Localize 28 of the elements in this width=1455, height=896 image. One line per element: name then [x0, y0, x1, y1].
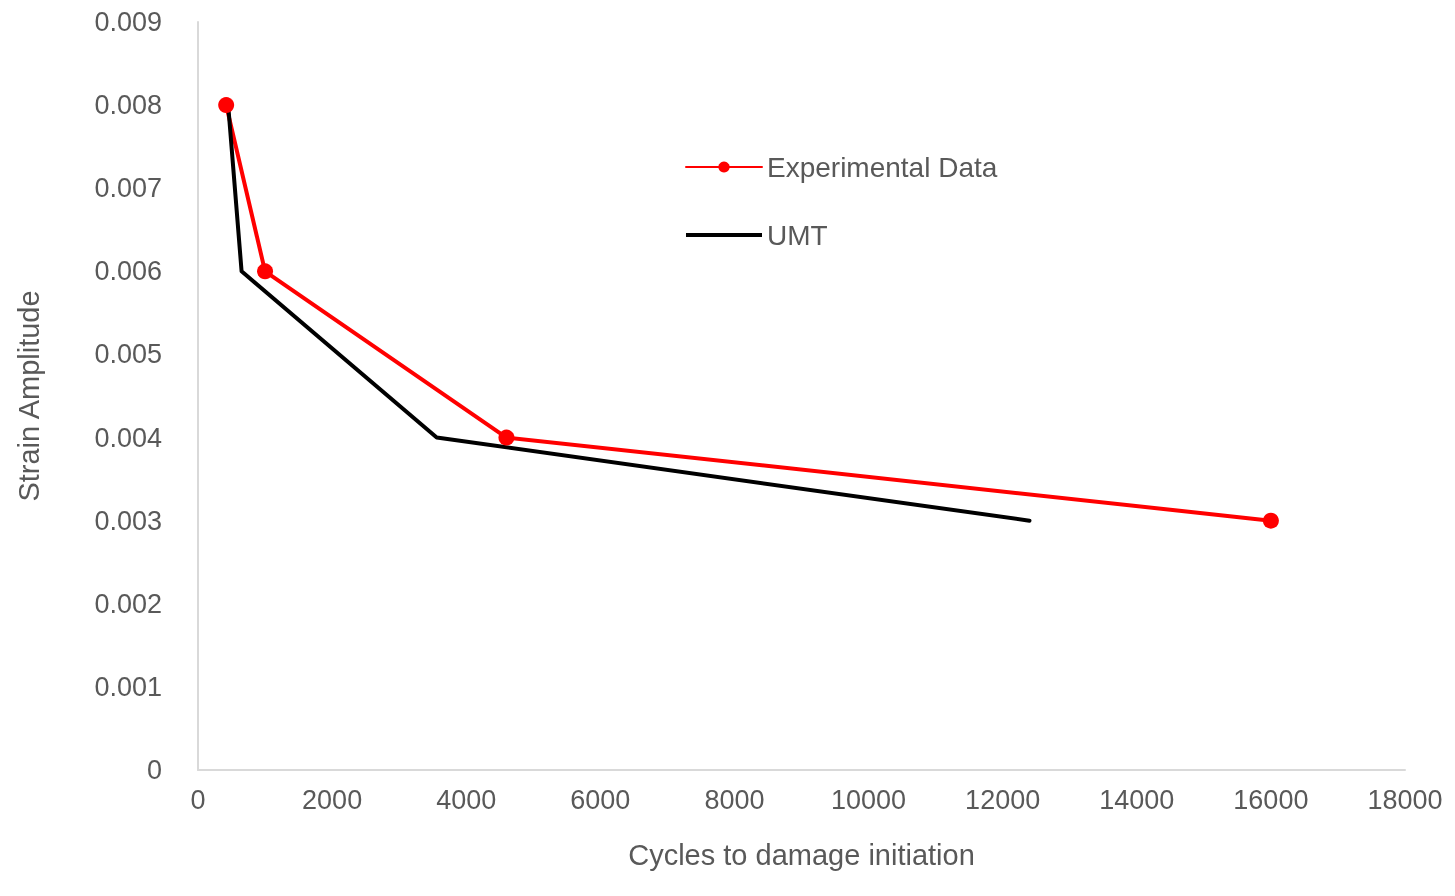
- legend-label: UMT: [767, 219, 828, 251]
- x-tick-label: 4000: [436, 784, 497, 815]
- y-tick-label: 0.004: [94, 422, 162, 453]
- y-tick-label: 0.007: [94, 173, 162, 204]
- x-axis-title: Cycles to damage initiation: [628, 838, 975, 871]
- y-tick-label: 0.009: [94, 7, 162, 37]
- y-tick-label: 0.003: [94, 505, 162, 536]
- x-tick-label: 12000: [965, 784, 1041, 815]
- y-tick-label: 0.005: [94, 339, 162, 370]
- y-tick-label: 0.006: [94, 256, 162, 287]
- point: [218, 97, 235, 114]
- y-tick-label: 0.001: [94, 671, 162, 702]
- x-tick-label: 2000: [302, 784, 363, 815]
- point: [1262, 512, 1279, 529]
- x-tick-label: 16000: [1233, 784, 1309, 815]
- y-tick-label: 0.008: [94, 90, 162, 121]
- y-tick-label: 0: [146, 755, 162, 785]
- x-tick-label: 18000: [1367, 784, 1443, 815]
- legend-label: Experimental Data: [767, 151, 998, 183]
- point: [257, 263, 274, 280]
- x-tick-label: 14000: [1099, 784, 1175, 815]
- point: [498, 429, 515, 446]
- x-tick-label: 6000: [570, 784, 631, 815]
- x-tick-label: 10000: [831, 784, 907, 815]
- x-tick-label: 0: [190, 784, 206, 815]
- y-tick-label: 0.002: [94, 588, 162, 619]
- x-tick-label: 8000: [704, 784, 765, 815]
- y-axis-title: Strain Amplitude: [12, 290, 45, 502]
